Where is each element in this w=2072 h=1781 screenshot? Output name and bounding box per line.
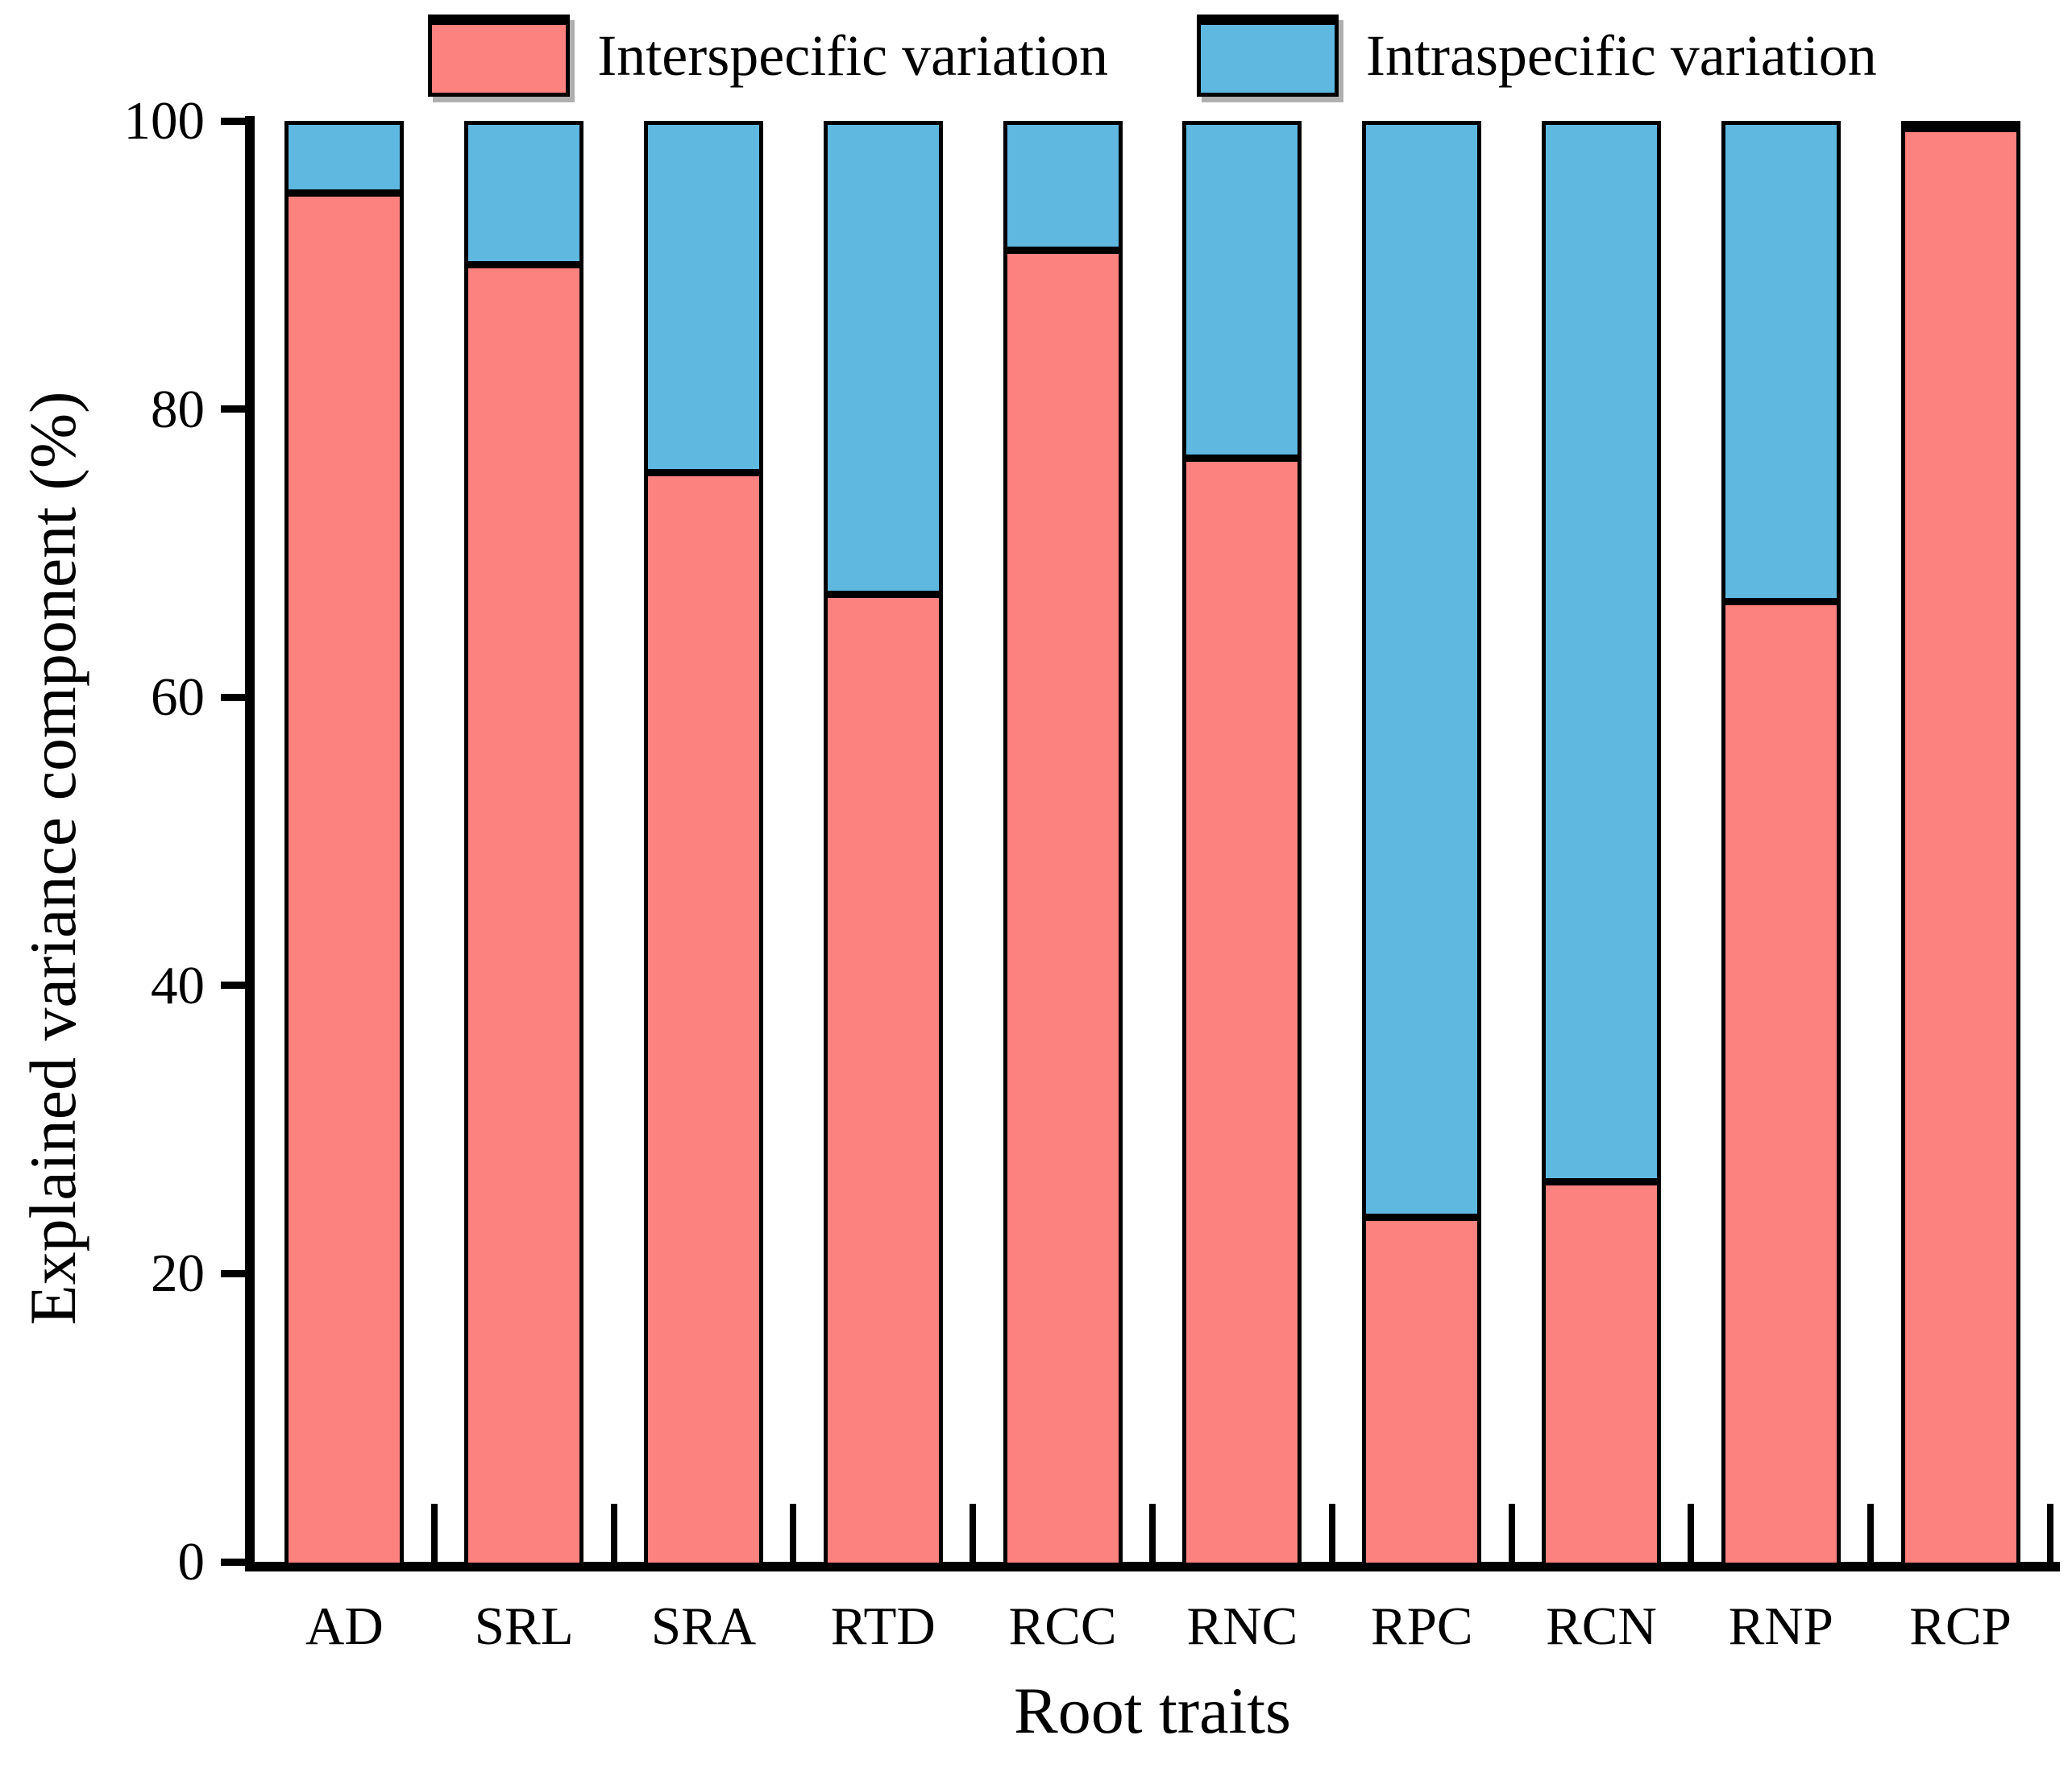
bar-segment-RCP-interspecific	[1904, 132, 2016, 1563]
y-tick-label-80: 80	[151, 379, 205, 439]
bar-segment-AD-interspecific	[289, 196, 401, 1563]
bar-segment-RNP-intraspecific	[1725, 125, 1837, 605]
x-category-label-AD: AD	[305, 1596, 384, 1656]
legend-item-interspecific: Interspecific variation	[428, 15, 1108, 97]
y-tick-label-60: 60	[151, 667, 205, 728]
x-boundary-tick-10	[2047, 1504, 2053, 1562]
x-category-label-SRL: SRL	[474, 1596, 574, 1656]
legend-label-interspecific: Interspecific variation	[597, 23, 1108, 88]
bar-segment-RTD-intraspecific	[827, 125, 939, 598]
bar-segment-RCN-intraspecific	[1546, 125, 1657, 1185]
legend-label-intraspecific: Intraspecific variation	[1366, 23, 1877, 88]
bar-RTD	[823, 121, 943, 1567]
bar-segment-RCP-intraspecific	[1904, 125, 2016, 132]
bar-RNC	[1182, 121, 1302, 1567]
bar-segment-RPC-intraspecific	[1366, 125, 1478, 1222]
x-category-label-RCC: RCC	[1008, 1596, 1117, 1656]
y-tick-label-0: 0	[177, 1532, 206, 1592]
bar-segment-AD-intraspecific	[289, 125, 401, 197]
x-category-label-RNC: RNC	[1186, 1596, 1298, 1656]
y-tick-60	[221, 693, 245, 701]
bar-segment-SRA-interspecific	[648, 475, 759, 1563]
x-axis-title: Root traits	[1014, 1674, 1291, 1747]
x-boundary-tick-7	[1508, 1504, 1515, 1562]
x-category-label-SRA: SRA	[650, 1596, 757, 1656]
bar-segment-RCN-interspecific	[1546, 1185, 1657, 1563]
bar-AD	[284, 121, 405, 1567]
y-tick-0	[221, 1558, 245, 1566]
bar-segment-RNP-interspecific	[1725, 604, 1837, 1563]
x-boundary-tick-1	[430, 1504, 438, 1562]
y-tick-label-20: 20	[151, 1243, 205, 1304]
intraspecific-color-swatch	[1197, 15, 1339, 97]
bar-RCP	[1900, 121, 2020, 1567]
x-boundary-tick-9	[1867, 1504, 1875, 1562]
x-boundary-tick-6	[1328, 1504, 1335, 1562]
bar-segment-SRL-interspecific	[468, 268, 580, 1563]
y-tick-80	[221, 405, 245, 413]
bar-segment-SRL-intraspecific	[468, 125, 580, 268]
x-boundary-tick-4	[970, 1504, 977, 1562]
legend-item-intraspecific: Intraspecific variation	[1197, 15, 1877, 97]
bar-SRA	[644, 121, 763, 1567]
bar-segment-SRA-intraspecific	[648, 125, 759, 476]
legend: Interspecific variation Intraspecific va…	[255, 11, 2050, 100]
bar-segment-RCC-interspecific	[1007, 254, 1119, 1563]
bar-segment-RPC-interspecific	[1366, 1221, 1478, 1563]
x-category-label-RPC: RPC	[1370, 1596, 1473, 1656]
x-boundary-tick-2	[610, 1504, 617, 1562]
x-category-label-RCN: RCN	[1546, 1596, 1657, 1656]
bar-segment-RNC-intraspecific	[1186, 125, 1298, 462]
x-category-label-RNP: RNP	[1728, 1596, 1833, 1656]
interspecific-color-swatch	[428, 15, 571, 97]
y-tick-label-100: 100	[123, 91, 206, 151]
y-tick-label-40: 40	[151, 955, 205, 1015]
y-axis-spine	[245, 116, 255, 1571]
bar-segment-RTD-interspecific	[827, 597, 939, 1563]
bar-SRL	[464, 121, 584, 1567]
y-tick-40	[221, 982, 245, 990]
y-tick-100	[221, 117, 245, 125]
bar-RCN	[1542, 121, 1661, 1567]
x-category-label-RCP: RCP	[1909, 1596, 2012, 1656]
x-boundary-tick-8	[1688, 1504, 1695, 1562]
x-boundary-tick-5	[1149, 1504, 1156, 1562]
bar-RPC	[1362, 121, 1482, 1567]
y-tick-20	[221, 1269, 245, 1277]
bar-RNP	[1721, 121, 1841, 1567]
bar-RCC	[1003, 121, 1123, 1567]
x-category-label-RTD: RTD	[830, 1596, 936, 1656]
bar-segment-RCC-intraspecific	[1007, 125, 1119, 255]
bar-segment-RNC-interspecific	[1186, 461, 1298, 1563]
y-axis-title: Explained variance component (%)	[16, 391, 89, 1326]
x-boundary-tick-3	[790, 1504, 797, 1562]
